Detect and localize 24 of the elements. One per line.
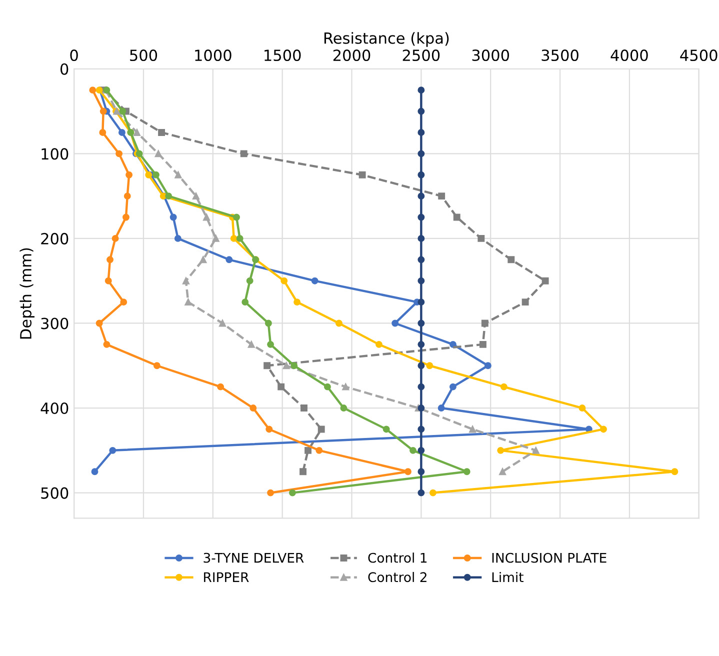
x-tick-label: 1500	[264, 50, 301, 62]
x-tick-label: 0	[70, 50, 78, 62]
legend-label: 3-TYNE DELVER	[204, 552, 304, 563]
y-tick-label: 0	[60, 63, 68, 75]
x-tick-label: 4500	[680, 50, 718, 62]
x-tick-label: 3000	[472, 50, 510, 62]
y-tick-label: 300	[41, 318, 68, 330]
legend-label: Control 2	[368, 572, 426, 582]
y-tick-label: 500	[41, 487, 68, 499]
x-tick-label: 1000	[195, 50, 232, 62]
x-axis-title: Resistance (kpa)	[324, 32, 449, 47]
y-tick-label: 200	[41, 232, 68, 244]
x-tick-label: 2500	[402, 50, 440, 62]
y-tick-label: 100	[42, 148, 68, 160]
legend-label: Limit	[492, 572, 524, 582]
legend-label: INCLUSION PLATE	[492, 552, 606, 563]
y-axis-title: Depth (mm)	[20, 248, 34, 339]
y-tick-label: 400	[40, 402, 68, 414]
legend-label: Control 1	[368, 552, 427, 563]
x-tick-label: 2000	[333, 50, 370, 62]
x-tick-label: 3500	[542, 50, 578, 62]
x-tick-label: 500	[130, 50, 158, 62]
x-tick-label: 4000	[610, 50, 648, 62]
legend-label: RIPPER	[204, 572, 249, 582]
